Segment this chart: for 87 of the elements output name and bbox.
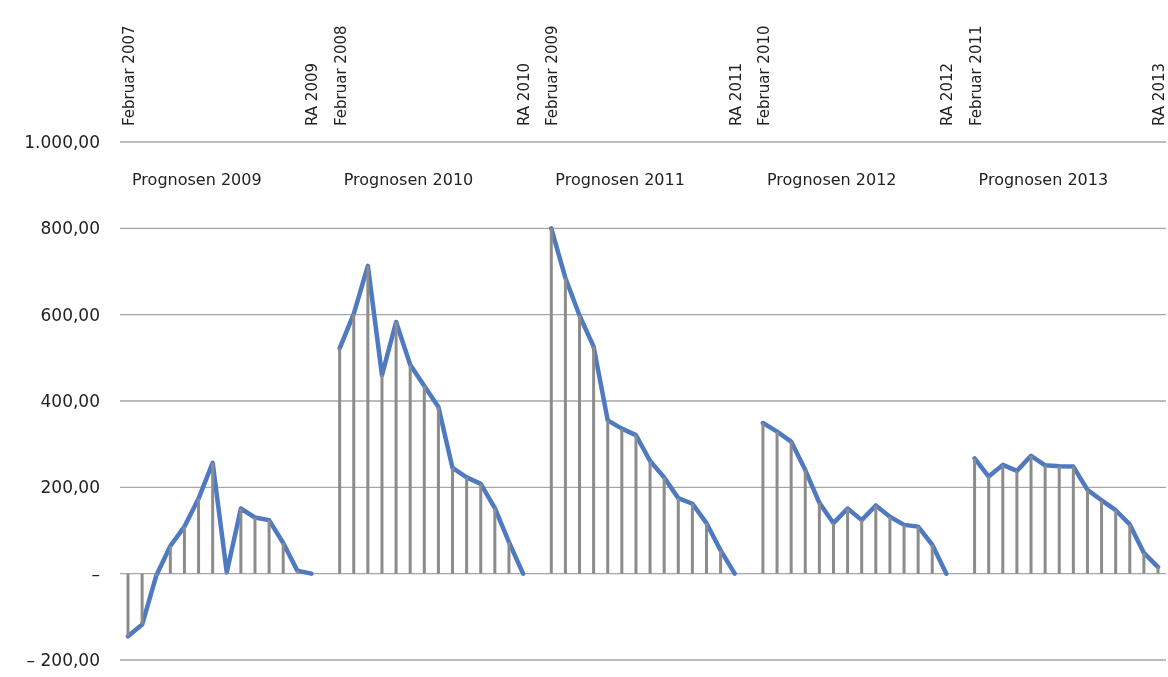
bar bbox=[366, 265, 370, 574]
bar bbox=[846, 508, 850, 574]
x-tick-label: Februar 2010 bbox=[754, 25, 773, 126]
x-tick-label: Februar 2009 bbox=[543, 25, 562, 126]
bar bbox=[719, 550, 723, 574]
bar bbox=[422, 385, 426, 574]
bar bbox=[1128, 524, 1132, 574]
bar bbox=[902, 524, 906, 574]
bar bbox=[436, 407, 440, 574]
y-tick-label: 800,00 bbox=[40, 218, 100, 239]
bar bbox=[493, 508, 497, 574]
bar bbox=[775, 431, 779, 574]
bar bbox=[211, 462, 215, 574]
y-tick-label: – 200,00 bbox=[26, 649, 100, 670]
bar bbox=[1071, 466, 1075, 574]
x-tick-label: RA 2012 bbox=[938, 62, 957, 126]
bar bbox=[888, 516, 892, 574]
bar bbox=[831, 523, 835, 574]
bar bbox=[140, 573, 144, 625]
bar bbox=[761, 423, 765, 574]
annotation: Prognosen 2011 bbox=[555, 170, 685, 189]
x-tick-label: Februar 2011 bbox=[966, 25, 985, 126]
bar bbox=[126, 573, 130, 637]
bar bbox=[154, 573, 158, 576]
y-tick-label: 600,00 bbox=[40, 304, 100, 325]
bar bbox=[1057, 466, 1061, 574]
bar bbox=[1015, 470, 1019, 574]
bar bbox=[930, 544, 934, 574]
bar bbox=[380, 375, 384, 574]
bar bbox=[253, 517, 257, 574]
y-tick-label: 1.000,00 bbox=[24, 131, 100, 152]
x-tick-label: RA 2009 bbox=[303, 62, 322, 126]
x-tick-label: RA 2010 bbox=[515, 62, 534, 126]
bar bbox=[704, 523, 708, 574]
y-tick-label: – bbox=[91, 563, 100, 584]
bar bbox=[817, 502, 821, 574]
bar bbox=[606, 420, 610, 574]
bar bbox=[352, 313, 356, 574]
bar bbox=[1029, 455, 1033, 574]
bar bbox=[295, 570, 299, 574]
bar bbox=[197, 498, 201, 574]
annotation: Prognosen 2010 bbox=[343, 170, 474, 189]
bar bbox=[973, 458, 977, 574]
x-tick-label: RA 2011 bbox=[726, 62, 745, 126]
bar bbox=[634, 435, 638, 574]
bar bbox=[563, 277, 567, 574]
bar bbox=[507, 542, 511, 574]
bar bbox=[592, 346, 596, 574]
bar bbox=[394, 322, 398, 574]
bar bbox=[676, 498, 680, 574]
bar bbox=[860, 520, 864, 574]
bar bbox=[578, 315, 582, 574]
bar bbox=[987, 476, 991, 574]
bar bbox=[408, 364, 412, 574]
x-tick-label: Februar 2007 bbox=[120, 25, 138, 126]
y-tick-label: 200,00 bbox=[40, 477, 100, 498]
annotation: Prognosen 2013 bbox=[978, 170, 1109, 189]
bar bbox=[789, 441, 793, 574]
bar bbox=[182, 526, 186, 574]
bar bbox=[1142, 552, 1146, 574]
annotation: Prognosen 2009 bbox=[132, 170, 262, 189]
bar bbox=[662, 477, 666, 574]
bar bbox=[1114, 510, 1118, 574]
bar bbox=[803, 470, 807, 574]
bar bbox=[620, 428, 624, 574]
bar bbox=[451, 467, 455, 574]
annotation: Prognosen 2012 bbox=[766, 170, 897, 189]
bar bbox=[1085, 489, 1089, 574]
bar bbox=[648, 461, 652, 574]
bar bbox=[267, 520, 271, 574]
bar bbox=[1100, 500, 1104, 574]
x-tick-label: RA 2013 bbox=[1150, 62, 1168, 126]
bar bbox=[338, 348, 342, 574]
bar bbox=[1156, 567, 1160, 574]
x-tick-label: Februar 2008 bbox=[331, 25, 350, 126]
bar bbox=[549, 228, 553, 574]
bar bbox=[1001, 464, 1005, 574]
bar bbox=[239, 508, 243, 574]
bar bbox=[916, 526, 920, 574]
bar bbox=[1043, 465, 1047, 574]
bar bbox=[465, 477, 469, 574]
bar bbox=[874, 505, 878, 574]
y-tick-label: 400,00 bbox=[40, 390, 100, 411]
bar bbox=[281, 543, 285, 574]
bar bbox=[690, 503, 694, 574]
bar bbox=[168, 546, 172, 574]
bar bbox=[479, 483, 483, 574]
